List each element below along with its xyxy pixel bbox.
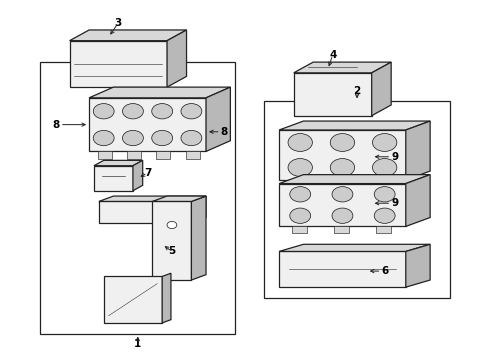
Polygon shape (152, 196, 206, 202)
Polygon shape (94, 166, 133, 191)
Circle shape (122, 130, 144, 146)
Circle shape (374, 186, 395, 202)
Polygon shape (99, 196, 206, 202)
Polygon shape (192, 196, 206, 223)
Polygon shape (279, 251, 406, 287)
Text: 7: 7 (144, 168, 151, 178)
Polygon shape (279, 175, 430, 184)
Polygon shape (294, 73, 372, 116)
Polygon shape (186, 152, 199, 159)
Polygon shape (406, 175, 430, 226)
Text: 6: 6 (381, 266, 389, 276)
Text: 9: 9 (391, 198, 398, 208)
Polygon shape (292, 226, 307, 233)
Polygon shape (89, 98, 206, 152)
Polygon shape (279, 184, 406, 226)
Polygon shape (192, 196, 206, 280)
Polygon shape (156, 152, 171, 159)
Circle shape (288, 134, 313, 152)
Circle shape (288, 158, 313, 176)
Polygon shape (162, 273, 171, 323)
Text: 8: 8 (220, 127, 228, 137)
Polygon shape (292, 180, 307, 188)
Circle shape (290, 208, 311, 223)
Polygon shape (70, 41, 167, 87)
Polygon shape (104, 276, 162, 323)
Circle shape (330, 134, 355, 152)
Circle shape (332, 186, 353, 202)
Polygon shape (99, 202, 192, 223)
Polygon shape (152, 202, 192, 280)
Circle shape (181, 130, 202, 146)
Text: 1: 1 (134, 339, 142, 349)
Circle shape (152, 130, 172, 146)
Circle shape (332, 208, 353, 223)
Polygon shape (167, 30, 187, 87)
Polygon shape (98, 152, 112, 159)
Circle shape (122, 104, 144, 119)
Text: 4: 4 (329, 50, 337, 60)
Polygon shape (70, 30, 187, 41)
Polygon shape (94, 160, 143, 166)
Circle shape (167, 221, 177, 229)
Circle shape (290, 186, 311, 202)
Polygon shape (334, 180, 349, 188)
Polygon shape (406, 121, 430, 180)
Polygon shape (372, 62, 391, 116)
Polygon shape (376, 180, 392, 188)
Polygon shape (206, 87, 230, 152)
Text: 3: 3 (115, 18, 122, 28)
Text: 8: 8 (52, 120, 60, 130)
Polygon shape (89, 87, 230, 98)
Text: 5: 5 (168, 247, 175, 256)
Polygon shape (376, 226, 392, 233)
Polygon shape (133, 160, 143, 191)
Polygon shape (406, 244, 430, 287)
Polygon shape (279, 130, 406, 180)
Text: 9: 9 (391, 152, 398, 162)
Circle shape (152, 104, 172, 119)
Polygon shape (294, 62, 391, 73)
Circle shape (372, 158, 397, 176)
Polygon shape (279, 121, 430, 130)
Polygon shape (334, 226, 349, 233)
Polygon shape (279, 244, 430, 251)
Circle shape (181, 104, 202, 119)
Text: 2: 2 (353, 86, 361, 96)
Circle shape (93, 130, 114, 146)
Circle shape (93, 104, 114, 119)
Circle shape (372, 134, 397, 152)
Circle shape (330, 158, 355, 176)
Circle shape (374, 208, 395, 223)
Polygon shape (127, 152, 141, 159)
